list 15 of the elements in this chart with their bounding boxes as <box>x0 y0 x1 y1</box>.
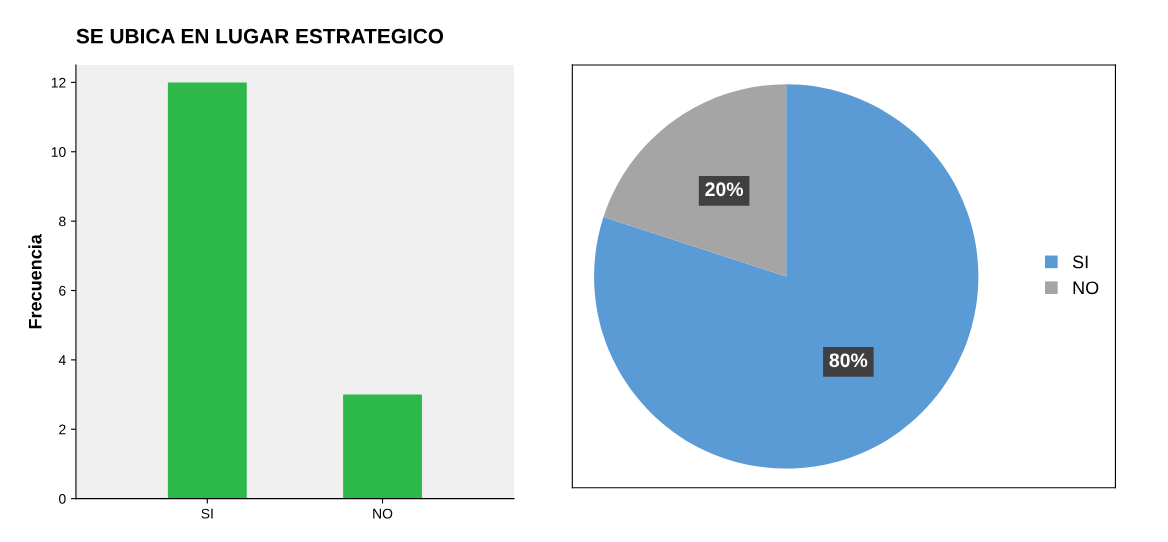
y-tick-label: 0 <box>59 493 66 504</box>
y-tick-label: 12 <box>51 77 66 88</box>
y-axis-title: Frecuencia <box>28 234 42 329</box>
legend-label: NO <box>1073 281 1099 295</box>
y-tick-label: 2 <box>59 424 66 435</box>
chart-title: SE UBICA EN LUGAR ESTRATEGICO <box>76 28 444 44</box>
pie-slice <box>594 84 979 469</box>
pie-slice <box>603 84 787 277</box>
y-tick-label: 4 <box>58 355 66 365</box>
y-tick-label: 10 <box>51 147 66 157</box>
legend-label: SI <box>1072 255 1088 269</box>
y-tick-label: 8 <box>59 216 66 227</box>
data-label: 20% <box>705 182 744 197</box>
y-tick-label: 6 <box>59 285 66 296</box>
data-label: 80% <box>829 353 868 368</box>
